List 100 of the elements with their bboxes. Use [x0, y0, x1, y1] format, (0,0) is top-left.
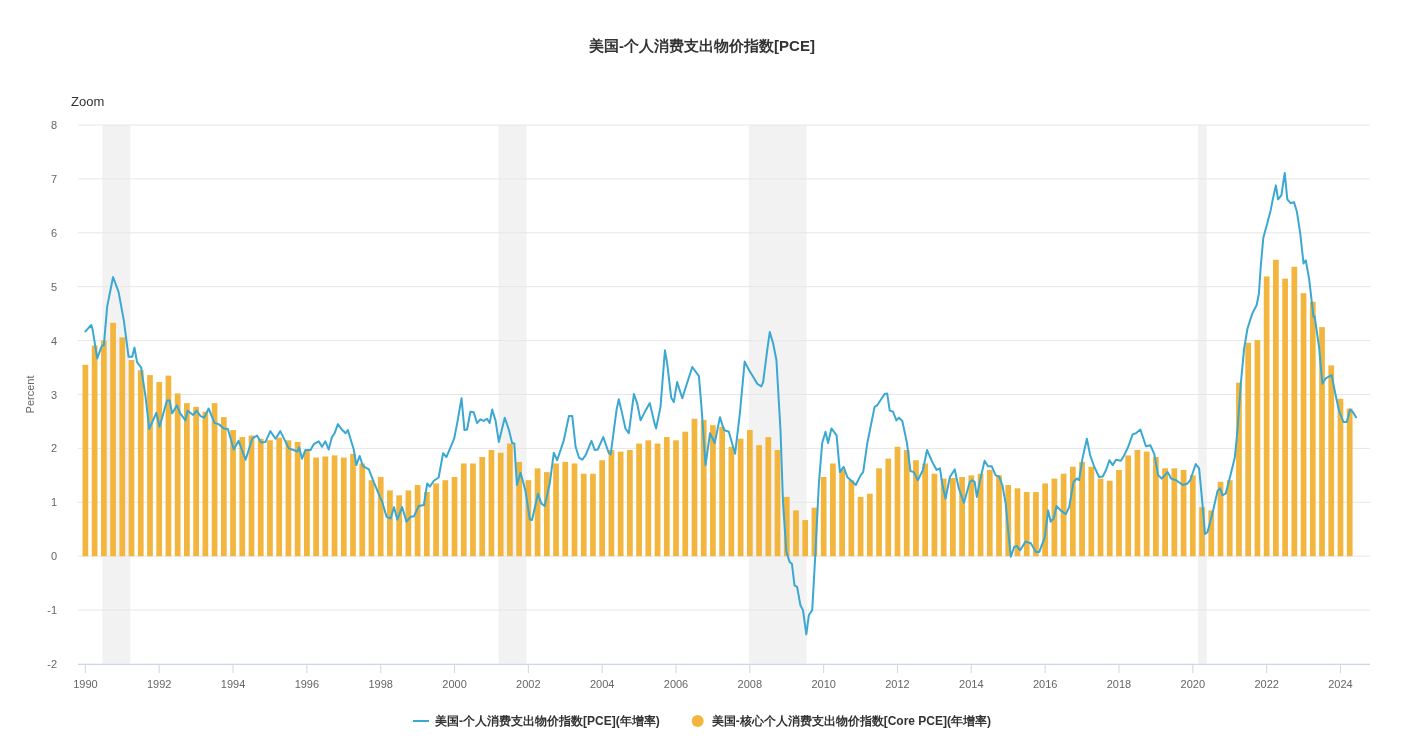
bar [746, 430, 753, 557]
text: Zoom [71, 94, 105, 109]
x-tick-label: 1992 [146, 678, 172, 690]
y-tick-label: 0 [50, 550, 57, 563]
x-tick-label: 1994 [220, 678, 246, 690]
bar [396, 495, 403, 557]
bar [1079, 461, 1085, 557]
x-tick-label: 2022 [1254, 678, 1279, 690]
bar [820, 476, 827, 557]
y-tick-label: 1 [50, 496, 57, 509]
bar [1328, 365, 1335, 557]
bar [137, 370, 144, 557]
y-tick-label: 4 [50, 334, 57, 347]
bar [1125, 455, 1132, 557]
bar [617, 451, 624, 557]
x-tick-label: 2002 [516, 678, 541, 690]
bar [562, 461, 569, 557]
bar [202, 411, 209, 557]
bar [377, 476, 384, 557]
bar [174, 393, 181, 557]
bar [590, 473, 596, 557]
bar [313, 457, 319, 557]
x-tick-label: 2020 [1180, 678, 1206, 690]
bar [580, 473, 587, 557]
legend-label: 美国-核心个人消费支出物价指数[Core PCE](年增率) [710, 714, 991, 728]
bar [276, 437, 283, 557]
bar [230, 430, 236, 557]
bar [922, 463, 929, 557]
y-tick-label: -2 [47, 658, 57, 670]
bar [830, 463, 836, 557]
bar [913, 460, 919, 557]
y-tick-label: 5 [50, 280, 57, 293]
y-tick-label: 3 [50, 388, 57, 401]
bar [267, 440, 273, 557]
bar [479, 457, 486, 557]
bar [710, 425, 716, 557]
x-tick-label: 2000 [442, 678, 467, 690]
bar [1143, 451, 1150, 557]
bar [627, 450, 633, 557]
y-axis-title: Percent [24, 375, 36, 414]
x-tick-label: 1996 [294, 678, 320, 690]
bar [839, 469, 845, 557]
x-tick-label: 2014 [959, 678, 984, 690]
bar [1226, 480, 1233, 557]
x-tick-label: 2008 [737, 678, 763, 690]
x-tick-label: 2010 [811, 678, 836, 690]
bar [184, 403, 190, 557]
bar [1088, 466, 1095, 557]
bar [765, 437, 772, 557]
bar [636, 443, 642, 557]
bar [100, 340, 107, 557]
bar [507, 443, 513, 557]
x-tick-label: 2004 [589, 678, 615, 690]
y-tick-label: 7 [50, 172, 57, 185]
bar [322, 456, 329, 557]
bar [1291, 266, 1298, 557]
bar [986, 469, 993, 557]
x-tick-label: 2018 [1106, 678, 1132, 690]
bar [304, 450, 310, 557]
x-tick-label: 1990 [73, 678, 98, 690]
x-tick-label: 2024 [1328, 678, 1353, 690]
bar [442, 480, 449, 557]
bar [257, 438, 264, 557]
bar [673, 440, 679, 557]
bar [340, 457, 347, 557]
bar [1309, 301, 1316, 557]
bar [1106, 480, 1113, 557]
bar [1069, 466, 1076, 557]
bar [359, 463, 366, 557]
bar [1346, 408, 1353, 557]
bar [793, 510, 799, 557]
bar [470, 463, 476, 557]
bar [1153, 457, 1159, 557]
bar [645, 440, 652, 557]
bar [1171, 468, 1178, 557]
bar [433, 483, 439, 557]
bar [1033, 492, 1039, 557]
bar [350, 453, 356, 557]
bar [220, 417, 227, 557]
bar [239, 437, 246, 557]
bar [968, 475, 975, 557]
legend-label: 美国-个人消费支出物价指数[PCE](年增率) [434, 714, 660, 728]
bar [719, 426, 726, 557]
bar [1162, 468, 1168, 557]
chart-title: 美国-个人消费支出物价指数[PCE] [588, 37, 815, 54]
bar [663, 437, 670, 557]
bar [119, 337, 126, 557]
bar [387, 490, 393, 557]
bar [599, 460, 606, 557]
x-tick-label: 2006 [663, 678, 689, 690]
bar [110, 322, 116, 557]
bar [1319, 327, 1325, 557]
y-tick-label: -1 [47, 604, 57, 617]
bar [756, 445, 762, 557]
bar [460, 463, 467, 557]
y-tick-label: 8 [50, 119, 57, 131]
bar [876, 468, 882, 557]
bar [903, 450, 910, 557]
x-tick-label: 2012 [885, 678, 910, 690]
bar [294, 441, 301, 557]
